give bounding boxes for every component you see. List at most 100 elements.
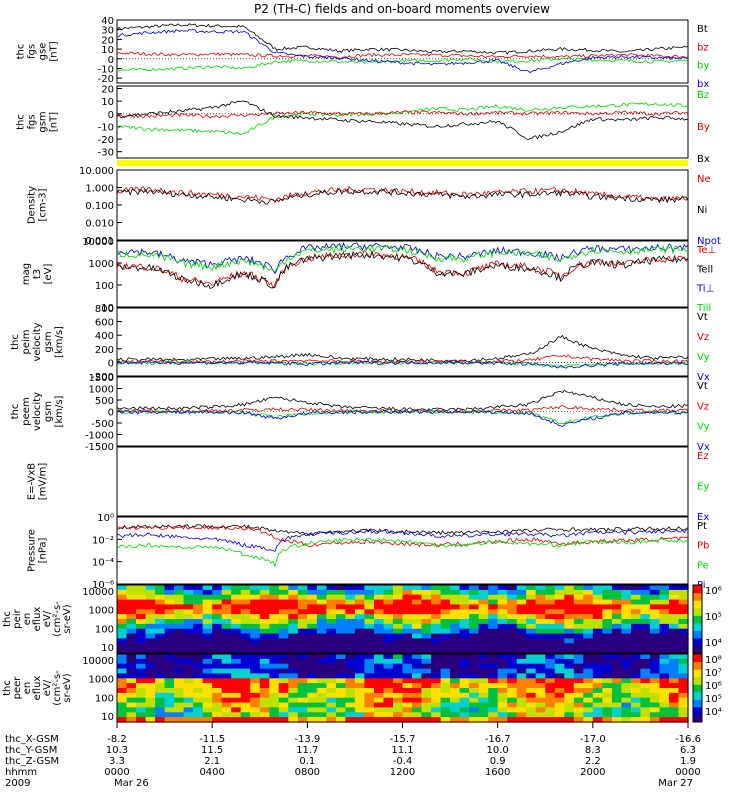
spectrogram-cell	[545, 623, 556, 630]
spectrogram-cell	[412, 638, 423, 644]
spectrogram-cell	[278, 658, 289, 665]
spectrogram-cell	[488, 633, 499, 640]
spectrogram-cell	[164, 623, 175, 630]
spectrogram-cell	[678, 668, 689, 675]
panel-density: Density [cm-3]10.0001.0000.1000.0100.001N…	[27, 166, 721, 247]
spectrogram-cell	[478, 697, 489, 704]
spectrogram-cell	[421, 712, 432, 718]
spectrogram-cell	[478, 619, 489, 625]
spectrogram-cell	[269, 623, 280, 630]
panel-peer_spectrogram: thc peer en eflux eV/(cm²-s-sr-eV)1000010001…	[2, 653, 722, 723]
spectrogram-cell	[621, 717, 632, 723]
spectrogram-cell	[136, 663, 147, 670]
spectrogram-cell	[374, 633, 385, 640]
spectrogram-cell	[564, 702, 575, 709]
spectrogram-cell	[573, 697, 584, 704]
spectrogram-cell	[402, 585, 413, 591]
spectrogram-cell	[678, 614, 689, 620]
spectrogram-cell	[193, 717, 204, 723]
spectrogram-cell	[507, 628, 518, 635]
series-line-Ni	[116, 188, 689, 205]
spectrogram-cell	[364, 628, 375, 635]
spectrogram-cell	[421, 643, 432, 649]
spectrogram-cell	[488, 614, 499, 620]
spectrogram-cell	[516, 678, 527, 684]
spectrogram-cell	[326, 688, 337, 694]
spectrogram-cell	[469, 663, 480, 670]
spectrogram-cell	[431, 678, 442, 684]
spectrogram-cell	[326, 589, 337, 596]
series-line-Te⊥	[116, 249, 689, 289]
spectrogram-cell	[507, 623, 518, 630]
spectrogram-cell	[136, 692, 147, 699]
y-axis-label: [nT]	[49, 112, 60, 132]
spectrogram-cell	[488, 589, 499, 596]
spectrogram-cell	[278, 688, 289, 694]
panel-frame	[116, 307, 689, 377]
spectrogram-cell	[621, 668, 632, 675]
spectrogram-cell	[421, 585, 432, 591]
legend-entry: Npot	[697, 236, 721, 247]
spectrogram-cell	[640, 717, 651, 723]
spectrogram-cell	[288, 643, 299, 649]
spectrogram-cell	[611, 654, 622, 660]
spectrogram-cell	[383, 654, 394, 660]
spectrogram-cell	[602, 668, 613, 675]
spectrogram-cell	[535, 585, 546, 591]
spectrogram-cell	[374, 604, 385, 610]
spectrogram-cell	[278, 678, 289, 684]
spectrogram-cell	[564, 663, 575, 670]
series-line-Ne	[116, 186, 689, 204]
spectrogram-cell	[402, 648, 413, 654]
spectrogram-cell	[326, 648, 337, 654]
spectrogram-cell	[602, 673, 613, 679]
spectrogram-cell	[117, 589, 128, 596]
spectrogram-cell	[640, 623, 651, 630]
spectrogram-cell	[316, 692, 327, 699]
spectrogram-cell	[126, 619, 137, 625]
spectrogram-cell	[231, 614, 242, 620]
spectrogram-cell	[269, 619, 280, 625]
spectrogram-cell	[240, 712, 251, 718]
spectrogram-cell	[183, 599, 194, 606]
spectrogram-cell	[573, 643, 584, 649]
spectrogram-cell	[630, 609, 641, 615]
spectrogram-cell	[345, 589, 356, 596]
spectrogram-cell	[592, 594, 603, 601]
spectrogram-cell	[669, 688, 680, 694]
spectrogram-cell	[526, 663, 537, 670]
spectrogram-cell	[193, 663, 204, 670]
spectrogram-cell	[459, 663, 470, 670]
spectrogram-cell	[393, 643, 404, 649]
colorbar-swatch	[693, 691, 702, 700]
spectrogram-cell	[516, 648, 527, 654]
spectrogram-cell	[374, 628, 385, 635]
spectrogram-cell	[640, 643, 651, 649]
spectrogram-cell	[507, 717, 518, 723]
colorbar-tick-label: 10⁵	[705, 612, 722, 623]
spectrogram-cell	[659, 678, 670, 684]
spectrogram-cell	[383, 658, 394, 665]
spectrogram-cell	[126, 702, 137, 709]
spectrogram-cell	[602, 589, 613, 596]
spectrogram-cell	[316, 594, 327, 601]
spectrogram-cell	[611, 678, 622, 684]
spectrogram-cell	[583, 594, 594, 601]
spectrogram-cell	[345, 668, 356, 675]
spectrogram-cell	[259, 623, 270, 630]
spectrogram-cell	[412, 678, 423, 684]
spectrogram-cell	[278, 673, 289, 679]
spectrogram-cell	[174, 702, 185, 709]
spectrogram-cell	[583, 668, 594, 675]
spectrogram-cell	[526, 668, 537, 675]
spectrogram-cell	[212, 648, 223, 654]
spectrogram-cell	[440, 688, 451, 694]
spectrogram-cell	[393, 663, 404, 670]
spectrogram-cell	[526, 599, 537, 606]
spectrogram-cell	[621, 604, 632, 610]
spectrogram-cell	[507, 604, 518, 610]
spectrogram-cell	[535, 638, 546, 644]
spectrogram-cell	[545, 663, 556, 670]
spectrogram-cell	[193, 609, 204, 615]
